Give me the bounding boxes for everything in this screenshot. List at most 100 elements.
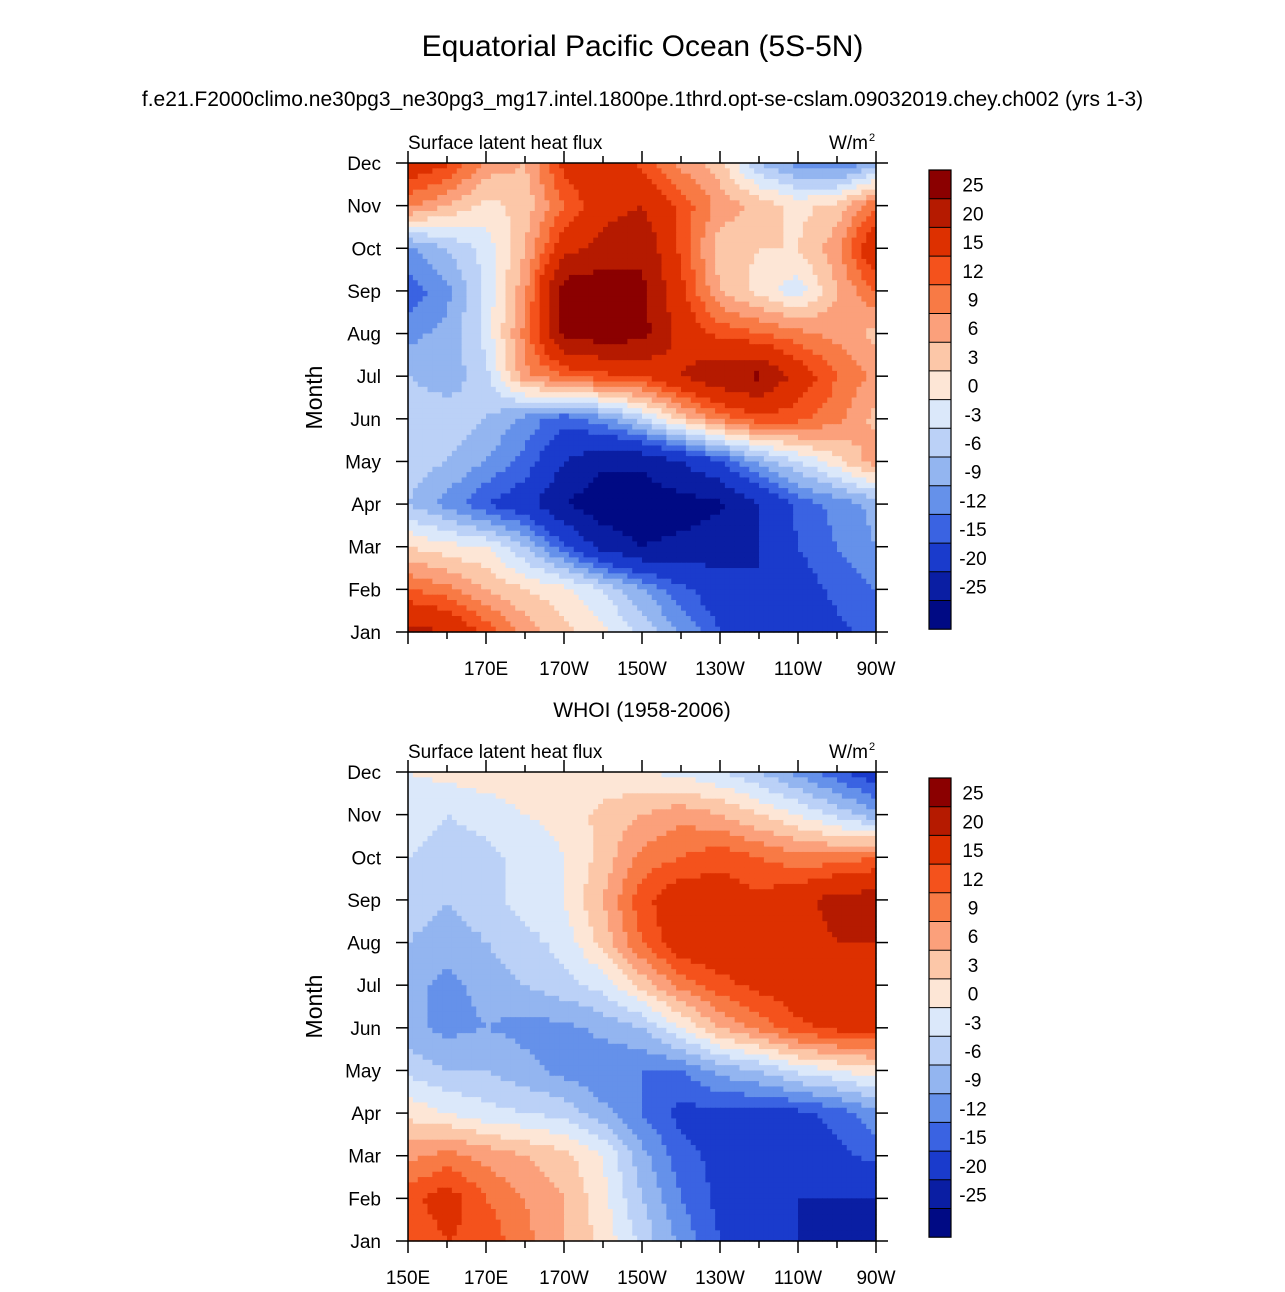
- heatmap-cell: [583, 322, 589, 329]
- heatmap-cell: [676, 397, 682, 404]
- heatmap-cell: [515, 354, 521, 361]
- heatmap-cell: [861, 253, 867, 260]
- heatmap-cell: [851, 434, 858, 441]
- heatmap-cell: [525, 173, 531, 180]
- heatmap-cell: [539, 322, 546, 329]
- heatmap-cell: [720, 290, 726, 297]
- heatmap-cell: [534, 290, 541, 297]
- heatmap-cell: [676, 360, 682, 367]
- heatmap-cell: [812, 184, 819, 191]
- heatmap-cell: [564, 328, 570, 335]
- heatmap-cell: [500, 317, 507, 324]
- heatmap-cell: [559, 280, 565, 287]
- heatmap-cell: [754, 344, 760, 351]
- heatmap-cell: [490, 370, 497, 377]
- heatmap-cell: [788, 413, 794, 420]
- heatmap-cell: [773, 386, 780, 393]
- heatmap-cell: [832, 424, 838, 431]
- heatmap-cell: [549, 242, 555, 249]
- heatmap-cell: [593, 280, 599, 287]
- heatmap-cell: [773, 402, 780, 409]
- heatmap-cell: [651, 168, 658, 175]
- heatmap-cell: [788, 386, 794, 393]
- heatmap-cell: [856, 226, 862, 233]
- heatmap-cell: [749, 296, 755, 303]
- heatmap-cell: [744, 354, 750, 361]
- heatmap-cell: [588, 184, 594, 191]
- heatmap-cell: [588, 408, 594, 415]
- heatmap-cell: [773, 168, 780, 175]
- heatmap-cell: [715, 338, 721, 345]
- heatmap-cell: [642, 429, 648, 436]
- heatmap-cell: [710, 280, 716, 287]
- heatmap-cell: [739, 274, 745, 281]
- heatmap-cell: [754, 429, 760, 436]
- heatmap-cell: [749, 338, 755, 345]
- heatmap-cell: [783, 354, 789, 361]
- heatmap-cell: [807, 306, 814, 313]
- heatmap-cell: [763, 408, 770, 415]
- heatmap-cell: [705, 168, 711, 175]
- heatmap-cell: [544, 354, 550, 361]
- heatmap-cell: [554, 253, 560, 260]
- heatmap-cell: [710, 189, 716, 196]
- heatmap-cell: [768, 424, 775, 431]
- heatmap-cell: [505, 370, 511, 377]
- heatmap-cell: [861, 184, 867, 191]
- heatmap-cell: [456, 306, 463, 313]
- heatmap-cell: [495, 242, 502, 249]
- heatmap-cell: [695, 424, 702, 431]
- heatmap-cell: [720, 269, 726, 276]
- heatmap-cell: [827, 280, 833, 287]
- heatmap-cell: [724, 264, 731, 271]
- heatmap-cell: [846, 402, 853, 409]
- heatmap-cell: [529, 232, 536, 239]
- heatmap-cell: [481, 397, 487, 404]
- heatmap-cell: [724, 434, 731, 441]
- heatmap-cell: [866, 242, 872, 249]
- heatmap-cell: [671, 349, 677, 356]
- heatmap-cell: [622, 354, 628, 361]
- heatmap-cell: [671, 253, 677, 260]
- heatmap-cell: [505, 290, 511, 297]
- heatmap-cell: [812, 418, 819, 425]
- heatmap-cell: [710, 210, 716, 217]
- heatmap-cell: [646, 210, 653, 217]
- heatmap-cell: [705, 189, 711, 196]
- heatmap-cell: [802, 386, 809, 393]
- heatmap-cell: [559, 264, 565, 271]
- heatmap-cell: [651, 344, 658, 351]
- heatmap-cell: [666, 258, 672, 265]
- heatmap-cell: [451, 360, 458, 367]
- heatmap-cell: [529, 194, 536, 201]
- heatmap-cell: [495, 280, 502, 287]
- heatmap-cell: [588, 424, 594, 431]
- heatmap-cell: [846, 264, 853, 271]
- heatmap-cell: [412, 312, 419, 319]
- heatmap-cell: [685, 386, 692, 393]
- heatmap-cell: [729, 413, 736, 420]
- heatmap-cell: [851, 242, 858, 249]
- heatmap-cell: [451, 349, 458, 356]
- heatmap-cell: [846, 418, 853, 425]
- heatmap-cell: [710, 248, 716, 255]
- heatmap-cell: [851, 290, 858, 297]
- heatmap-cell: [607, 408, 614, 415]
- heatmap-cell: [676, 322, 682, 329]
- heatmap-cell: [607, 312, 614, 319]
- heatmap-cell: [778, 184, 784, 191]
- heatmap-cell: [593, 392, 599, 399]
- heatmap-cell: [437, 397, 443, 404]
- heatmap-cell: [432, 312, 438, 319]
- heatmap-cell: [759, 296, 765, 303]
- heatmap-cell: [749, 413, 755, 420]
- heatmap-cell: [798, 290, 804, 297]
- heatmap-cell: [432, 328, 438, 335]
- heatmap-cell: [851, 232, 858, 239]
- heatmap-cell: [578, 434, 585, 441]
- heatmap-cell: [510, 381, 516, 388]
- heatmap-cell: [695, 434, 702, 441]
- heatmap-cell: [612, 424, 619, 431]
- heatmap-cell: [559, 194, 565, 201]
- heatmap-cell: [802, 274, 809, 281]
